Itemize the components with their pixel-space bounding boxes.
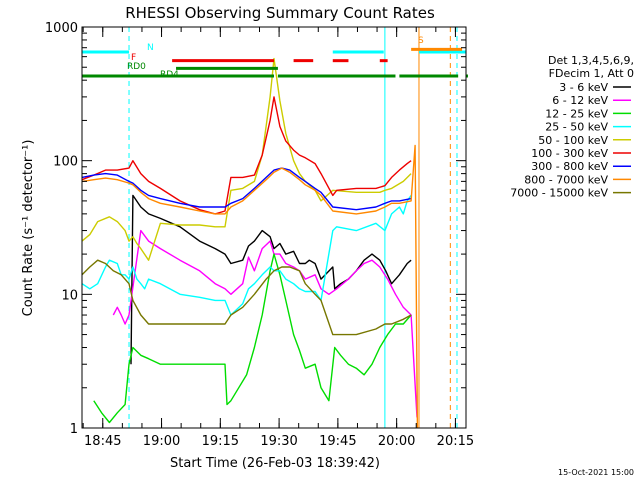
y-tick-label: 1 xyxy=(70,422,78,437)
x-tick-label: 20:00 xyxy=(378,434,415,449)
legend-header-line: Det 1,3,4,5,6,9, xyxy=(548,54,634,67)
x-tick-label: 19:15 xyxy=(202,434,239,449)
y-tick-label: 1000 xyxy=(45,21,78,36)
legend: Det 1,3,4,5,6,9,FDecim 1, Att 03 - 6 keV… xyxy=(510,54,634,200)
legend-label-5: 50 - 100 keV xyxy=(538,134,608,147)
legend-label-2: 6 - 12 keV xyxy=(552,94,608,107)
legend-label-3: 12 - 25 keV xyxy=(545,107,608,120)
flag-label-f: F xyxy=(131,53,136,63)
series-line-6 xyxy=(81,96,412,215)
legend-label-4: 25 - 50 keV xyxy=(545,121,608,134)
x-tick-label: 18:45 xyxy=(84,434,121,449)
x-tick-label: 19:00 xyxy=(143,434,180,449)
legend-label-8: 800 - 7000 keV xyxy=(524,173,608,186)
flag-label-rd4: RD4 xyxy=(160,70,179,80)
series-line-7 xyxy=(81,167,412,211)
series-line-1 xyxy=(130,194,412,365)
axes: 1 10 100 1000 18:45 19:00 19:15 19:30 19:45 20:00… xyxy=(45,21,474,449)
legend-label-1: 3 - 6 keV xyxy=(559,81,608,94)
legend-label-7: 300 - 800 keV xyxy=(531,160,608,173)
x-tick-label: 20:15 xyxy=(437,434,474,449)
x-tick-label: 19:45 xyxy=(319,434,356,449)
flag-label-rd0: RD0 xyxy=(127,62,146,72)
flag-label-s: S xyxy=(418,36,424,46)
y-tick-label: 100 xyxy=(53,155,78,170)
series-line-9 xyxy=(81,259,412,336)
y-tick-label: 10 xyxy=(61,288,78,303)
legend-label-9: 7000 - 15000 keV xyxy=(510,187,608,200)
series-line-2 xyxy=(112,229,418,418)
x-axis-label: Start Time (26-Feb-03 18:39:42) xyxy=(170,456,380,471)
legend-label-6: 100 - 300 keV xyxy=(531,147,608,160)
series-line-3 xyxy=(93,253,412,424)
series-line-4 xyxy=(81,194,412,316)
timestamp: 15-Oct-2021 15:00 xyxy=(558,468,634,477)
flag-label-n: N xyxy=(147,43,154,53)
plot-frame xyxy=(81,26,467,429)
x-tick-label: 19:30 xyxy=(260,434,297,449)
y-axis-label: Count Rate (s⁻¹ detector⁻¹) xyxy=(21,140,36,317)
series-line-8 xyxy=(81,144,419,429)
legend-header-line: FDecim 1, Att 0 xyxy=(549,67,634,80)
chart-title: RHESSI Observing Summary Count Rates xyxy=(125,4,435,22)
